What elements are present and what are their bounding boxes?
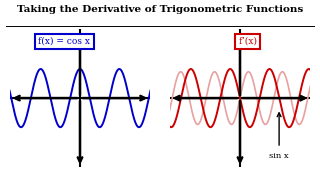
Text: Taking the Derivative of Trigonometric Functions: Taking the Derivative of Trigonometric F… <box>17 5 303 14</box>
Text: f(x) = cos x: f(x) = cos x <box>38 37 90 46</box>
Text: f’(x): f’(x) <box>238 37 257 46</box>
Text: sin x: sin x <box>269 152 289 160</box>
